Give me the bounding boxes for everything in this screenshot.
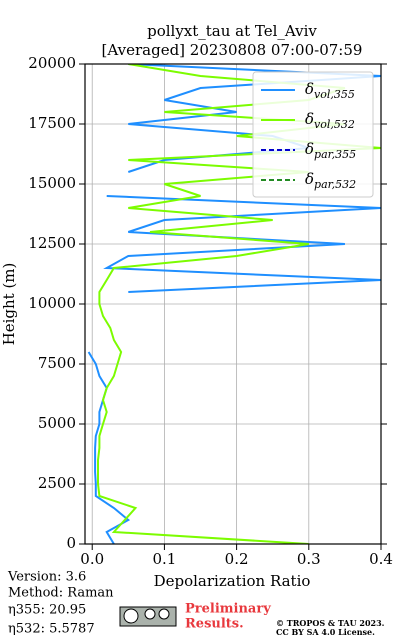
y-tick-label: 2500 bbox=[38, 474, 76, 492]
plot-area: 0.0 0.1 0.2 0.3 0.4 0 2500 5000 7500 10000 12500 15… bbox=[28, 54, 393, 568]
chart-title: [Averaged] 20230808 07:00-07:59 bbox=[102, 41, 363, 59]
x-tick-label: 0.4 bbox=[369, 550, 393, 568]
y-tick-label: 7500 bbox=[38, 354, 76, 372]
chart-title: pollyxt_tau at Tel_Aviv bbox=[147, 22, 317, 40]
legend: δvol,355 δvol,532 δpar,355 δpar,532 bbox=[252, 71, 374, 198]
legend-label: δpar,532 bbox=[305, 170, 356, 191]
y-axis-label: Height (m) bbox=[0, 263, 18, 346]
x-axis-label: Depolarization Ratio bbox=[154, 572, 311, 590]
method: Method: Raman bbox=[8, 586, 114, 601]
x-tick-label: 0.3 bbox=[297, 550, 321, 568]
y-tick-label: 17500 bbox=[28, 114, 76, 132]
y-tick-label: 0 bbox=[66, 534, 76, 552]
plot-frame bbox=[84, 63, 382, 545]
preliminary: Preliminary bbox=[185, 602, 271, 617]
y-tick-label: 10000 bbox=[28, 294, 76, 312]
y-tick-label: 20000 bbox=[28, 54, 76, 72]
copyright: © TROPOS & TAU 2023. bbox=[276, 618, 385, 628]
legend-label: δvol,355 bbox=[305, 80, 355, 101]
copyright: CC BY SA 4.0 License. bbox=[276, 627, 375, 637]
x-tick-label: 0.0 bbox=[80, 550, 104, 568]
legend-box bbox=[252, 71, 374, 198]
version: Version: 3.6 bbox=[7, 570, 86, 585]
cc-logo bbox=[119, 606, 177, 627]
x-tick-label: 0.1 bbox=[152, 550, 176, 568]
y-tick-label: 15000 bbox=[28, 174, 76, 192]
legend-label: δvol,532 bbox=[305, 110, 355, 131]
eta: η532: 5.5787 bbox=[8, 622, 95, 637]
x-tick-label: 0.2 bbox=[225, 550, 249, 568]
legend-label: δpar,355 bbox=[305, 140, 356, 161]
preliminary: Results. bbox=[185, 617, 244, 632]
y-tick-label: 12500 bbox=[28, 234, 76, 252]
eta: η355: 20.95 bbox=[8, 603, 86, 618]
y-tick-label: 5000 bbox=[38, 414, 76, 432]
